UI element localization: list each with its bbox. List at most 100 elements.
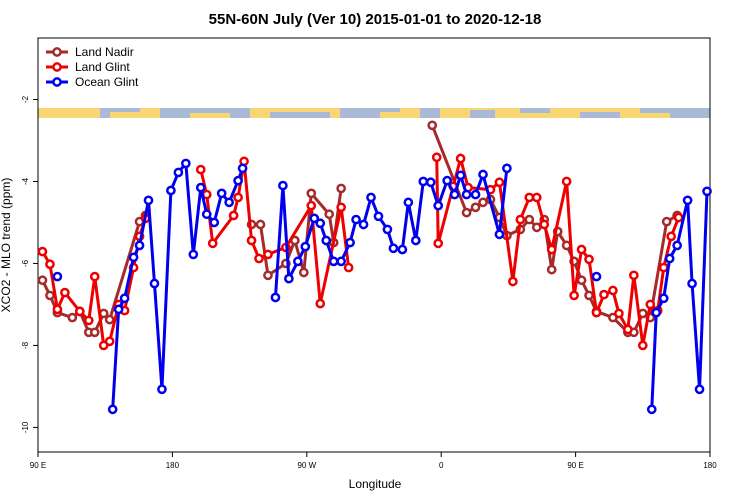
data-point	[107, 404, 118, 415]
data-point	[531, 192, 542, 203]
data-point	[515, 214, 526, 225]
data-point	[645, 299, 656, 310]
data-point	[195, 164, 206, 175]
data-point	[403, 197, 414, 208]
data-point	[449, 189, 460, 200]
data-point	[224, 197, 234, 208]
data-point	[382, 224, 393, 235]
data-point	[461, 207, 472, 218]
data-point	[561, 176, 572, 187]
data-point	[60, 287, 70, 298]
data-point	[149, 278, 160, 289]
data-point	[309, 213, 320, 224]
plot-frame	[37, 37, 711, 453]
x-axis-label: Longitude	[349, 477, 402, 491]
data-point	[694, 384, 705, 395]
data-point	[431, 152, 442, 163]
data-point	[255, 219, 266, 230]
data-point	[119, 293, 130, 304]
legend-marker	[52, 77, 62, 87]
data-point	[470, 202, 481, 213]
data-point	[52, 271, 63, 282]
data-point	[195, 182, 206, 193]
data-point	[284, 273, 294, 284]
data-point	[263, 270, 273, 281]
data-point	[228, 210, 239, 221]
data-point	[358, 219, 369, 230]
data-point	[508, 276, 518, 287]
data-point	[531, 222, 542, 233]
data-point	[658, 262, 669, 273]
data-point	[576, 244, 587, 255]
data-point	[246, 235, 257, 246]
data-point	[278, 180, 288, 191]
y-axis-label: XCO2 - MLO trend (ppm)	[0, 178, 13, 313]
data-point	[233, 175, 243, 186]
data-point	[524, 214, 535, 225]
data-point	[315, 298, 326, 309]
data-point	[366, 192, 376, 203]
data-point	[494, 229, 505, 240]
data-point	[345, 237, 355, 248]
data-point	[180, 158, 191, 169]
data-point	[661, 216, 672, 227]
data-point	[682, 195, 693, 206]
data-point	[324, 209, 335, 220]
map-strip	[38, 108, 710, 118]
y-tick-label: -8	[21, 341, 30, 349]
data-point	[478, 169, 488, 180]
data-point	[433, 200, 444, 211]
y-tick-label: -6	[21, 259, 30, 267]
data-point	[351, 214, 361, 225]
data-point	[666, 231, 677, 242]
data-point	[442, 175, 453, 186]
legend-marker	[52, 47, 62, 57]
data-point	[336, 256, 346, 267]
data-point	[336, 202, 346, 213]
data-point	[373, 211, 384, 222]
data-point	[52, 304, 63, 315]
data-point	[45, 290, 55, 301]
data-point	[89, 271, 100, 282]
data-point	[343, 262, 354, 273]
data-point	[104, 314, 115, 325]
data-point	[315, 218, 326, 229]
data-point	[328, 256, 339, 267]
data-point	[673, 212, 684, 223]
data-point	[418, 176, 429, 187]
x-tick-label: 180	[703, 461, 717, 470]
x-tick-label: 180	[166, 461, 180, 470]
data-point	[539, 219, 550, 230]
data-point	[455, 170, 466, 181]
data-point	[502, 163, 512, 174]
data-point	[591, 307, 602, 318]
data-point	[263, 249, 273, 260]
data-point	[143, 195, 154, 206]
data-point	[166, 185, 176, 196]
series-line	[41, 124, 678, 334]
data-point	[104, 336, 115, 347]
data-point	[254, 253, 264, 264]
data-point	[672, 240, 682, 251]
data-point	[306, 188, 317, 199]
data-point	[637, 340, 648, 351]
data-point	[336, 183, 346, 194]
data-point	[687, 278, 697, 289]
legend-label: Land Glint	[75, 60, 130, 74]
data-point	[113, 304, 124, 315]
data-point	[425, 177, 436, 188]
data-point	[561, 240, 572, 251]
data-point	[623, 324, 633, 335]
data-point	[45, 259, 55, 270]
data-point	[433, 238, 444, 249]
data-point	[216, 188, 227, 199]
data-point	[292, 256, 303, 267]
data-point	[584, 290, 594, 301]
data-point	[546, 264, 557, 275]
data-point	[306, 200, 317, 211]
data-point	[397, 244, 408, 255]
data-point	[173, 167, 184, 178]
data-point	[410, 235, 421, 246]
data-point	[658, 293, 669, 304]
y-tick-label: -2	[21, 95, 30, 103]
